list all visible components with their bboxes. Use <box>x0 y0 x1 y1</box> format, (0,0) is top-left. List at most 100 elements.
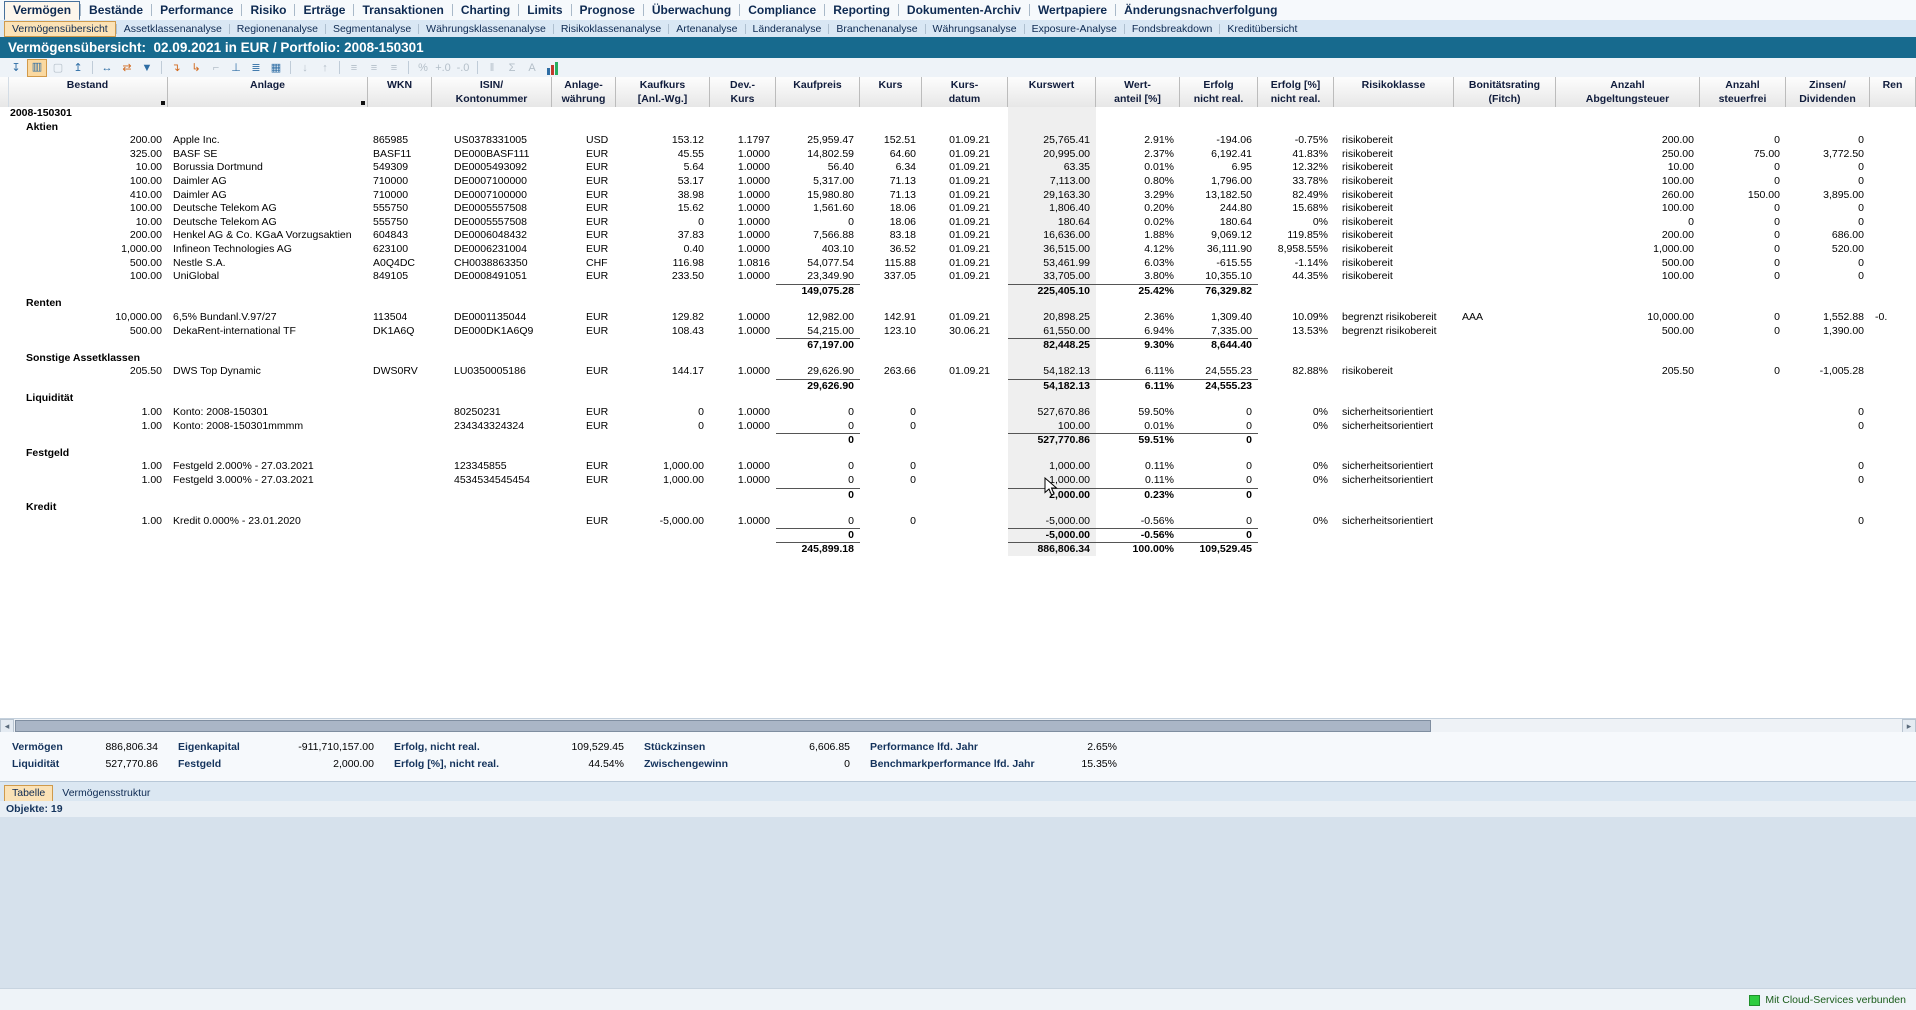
table-row[interactable]: 100.00 Deutsche Telekom AG 555750 DE0005557… <box>8 202 1916 216</box>
table-row[interactable]: 1,000.00 Infineon Technologies AG 623100 DE… <box>8 243 1916 257</box>
view-tab-tabelle[interactable]: Tabelle <box>4 785 54 801</box>
export-table-icon[interactable]: ↧ <box>11 61 21 74</box>
column-header-kurs[interactable]: Kurs <box>860 77 922 107</box>
section-header-row[interactable]: Renten <box>8 297 1916 311</box>
table-row[interactable]: 500.00 DekaRent-international TF DK1A6Q DE0… <box>8 325 1916 339</box>
column-header-ren[interactable]: Ren <box>1870 77 1916 107</box>
table-row[interactable]: 410.00 Daimler AG 710000 DE0007100000 EUR 38.… <box>8 189 1916 203</box>
scroll-right-icon[interactable]: ▸ <box>1902 719 1916 733</box>
analysis-tab-regionenanalyse[interactable]: Regionenanalyse <box>236 22 318 35</box>
align-left-icon[interactable]: ≡ <box>350 61 358 74</box>
menu-item-vermögen[interactable]: Vermögen <box>4 1 81 21</box>
menu-item-risiko[interactable]: Risiko <box>250 2 287 17</box>
analysis-tab-vermögensübersicht[interactable]: Vermögensübersicht <box>4 20 116 37</box>
horizontal-scrollbar[interactable]: ◂ ▸ <box>0 718 1916 734</box>
menu-item-bestände[interactable]: Bestände <box>89 2 144 17</box>
align-center-icon[interactable]: ≡ <box>370 61 378 74</box>
menu-item-überwachung[interactable]: Überwachung <box>651 2 732 17</box>
menu-item-transaktionen[interactable]: Transaktionen <box>362 2 444 17</box>
chart-icon[interactable] <box>543 60 561 76</box>
column-header-whrg[interactable]: Anlage-währung <box>552 77 616 107</box>
analysis-tab-länderanalyse[interactable]: Länderanalyse <box>752 22 822 35</box>
table-row[interactable]: 100.00 UniGlobal 849105 DE0008491051 EUR 233.… <box>8 270 1916 284</box>
font-icon[interactable]: A <box>528 61 536 74</box>
section-header-row[interactable]: Kredit <box>8 501 1916 515</box>
analysis-tab-währungsanalyse[interactable]: Währungsanalyse <box>932 22 1017 35</box>
table-row[interactable]: 205.50 DWS Top Dynamic DWS0RV LU0350005186 E… <box>8 365 1916 379</box>
hierarchy-icon[interactable]: ≣ <box>251 61 261 74</box>
scrollbar-track[interactable] <box>14 719 1902 733</box>
column-header-steuerfrei[interactable]: Anzahl steuerfrei <box>1700 77 1786 107</box>
filter-icon[interactable]: ▼ <box>141 61 153 74</box>
table-row[interactable]: 325.00 BASF SE BASF11 DE000BASF111 EUR 45.55 1… <box>8 148 1916 162</box>
table-row[interactable]: 100.00 Daimler AG 710000 DE0007100000 EUR 53.… <box>8 175 1916 189</box>
table-row[interactable]: 200.00 Apple Inc. 865985 US0378331005 USD 153… <box>8 134 1916 148</box>
menu-item-compliance[interactable]: Compliance <box>748 2 817 17</box>
table-row[interactable]: 10.00 Deutsche Telekom AG 555750 DE00055575… <box>8 216 1916 230</box>
column-header-zinsen[interactable]: Zinsen/Dividenden <box>1786 77 1870 107</box>
table-row[interactable]: 1.00 Konto: 2008-150301mmmm 234343324324 EU… <box>8 420 1916 434</box>
column-header-erfolg_pct[interactable]: Erfolg [%] nicht real. <box>1258 77 1334 107</box>
view-tab-vermögensstruktur[interactable]: Vermögensstruktur <box>62 787 151 799</box>
column-header-anteil[interactable]: Wert-anteil [%] <box>1096 77 1180 107</box>
menu-item-prognose[interactable]: Prognose <box>579 2 635 17</box>
analysis-tab-währungsklassenanalyse[interactable]: Währungsklassenanalyse <box>426 22 546 35</box>
column-header-rating[interactable]: Bonitätsrating (Fitch) <box>1454 77 1556 107</box>
column-header-dev[interactable]: Dev.- Kurs <box>710 77 776 107</box>
column-settings-icon[interactable]: ▥ <box>27 58 47 77</box>
menu-item-änderungsnachverfolgung[interactable]: Änderungsnachverfolgung <box>1124 2 1278 17</box>
section-header-row[interactable]: Sonstige Assetklassen <box>8 352 1916 366</box>
column-header-erfolg[interactable]: Erfolg nicht real. <box>1180 77 1258 107</box>
sort-ascending-icon[interactable]: ↓ <box>302 61 308 74</box>
swap-columns-icon[interactable]: ⇄ <box>122 61 132 74</box>
table-row[interactable]: 1.00 Festgeld 3.000% - 27.03.2021 45345345… <box>8 474 1916 488</box>
section-header-row[interactable]: Aktien <box>8 121 1916 135</box>
analysis-tab-kreditübersicht[interactable]: Kreditübersicht <box>1227 22 1298 35</box>
analysis-tab-branchenanalyse[interactable]: Branchenanalyse <box>836 22 918 35</box>
remove-decimal-icon[interactable]: -.0 <box>456 61 470 74</box>
section-header-row[interactable]: Liquidität <box>8 392 1916 406</box>
percent-format-icon[interactable]: % <box>418 61 428 74</box>
scrollbar-thumb[interactable] <box>15 720 1431 732</box>
group-rows-icon[interactable]: ↴ <box>171 61 181 74</box>
table-row[interactable]: 1.00 Kredit 0.000% - 23.01.2020 EUR -5,000.… <box>8 515 1916 529</box>
menu-item-performance[interactable]: Performance <box>160 2 234 17</box>
table-row[interactable]: 10,000.00 6,5% Bundanl.V.97/27 113504 DE000… <box>8 311 1916 325</box>
table-row[interactable]: 1.00 Festgeld 2.000% - 27.03.2021 12334585… <box>8 460 1916 474</box>
section-header-row[interactable]: Festgeld <box>8 447 1916 461</box>
fit-columns-icon[interactable]: ↔ <box>101 61 113 74</box>
scroll-to-top-icon[interactable]: ↥ <box>73 61 83 74</box>
selection-mode-icon[interactable]: ▢ <box>52 61 64 74</box>
add-decimal-icon[interactable]: +.0 <box>435 61 451 74</box>
table-row[interactable]: 1.00 Konto: 2008-150301 80250231 EUR 0 1.0000… <box>8 406 1916 420</box>
column-header-datum[interactable]: Kurs-datum <box>922 77 1008 107</box>
table-row[interactable]: 200.00 Henkel AG & Co. KGaA Vorzugsaktien… <box>8 229 1916 243</box>
menu-item-limits[interactable]: Limits <box>527 2 563 17</box>
align-right-icon[interactable]: ≡ <box>390 61 398 74</box>
menu-item-wertpapiere[interactable]: Wertpapiere <box>1037 2 1108 17</box>
column-header-bestand[interactable]: Bestand <box>8 77 168 107</box>
group-row[interactable]: 2008-150301 <box>8 107 1916 121</box>
analysis-tab-exposure-analyse[interactable]: Exposure-Analyse <box>1031 22 1117 35</box>
analysis-tab-assetklassenanalyse[interactable]: Assetklassenanalyse <box>123 22 222 35</box>
column-header-risiko[interactable]: Risikoklasse <box>1334 77 1454 107</box>
column-header-isin[interactable]: ISIN/Kontonummer <box>432 77 552 107</box>
column-header-kaufpreis[interactable]: Kaufpreis <box>776 77 860 107</box>
table-row[interactable]: 500.00 Nestle S.A. A0Q4DC CH0038863350 CHF 11… <box>8 257 1916 271</box>
analysis-tab-fondsbreakdown[interactable]: Fondsbreakdown <box>1131 22 1213 35</box>
scroll-left-icon[interactable]: ◂ <box>0 719 14 733</box>
freeze-pane-icon[interactable]: ‖ <box>489 61 495 74</box>
column-header-wkn[interactable]: WKN <box>368 77 432 107</box>
column-header-kurswert[interactable]: Kurswert <box>1008 77 1096 107</box>
table-columns-icon[interactable]: ▦ <box>270 61 282 74</box>
sort-descending-icon[interactable]: ↑ <box>322 61 328 74</box>
remove-group-icon[interactable]: ⌐ <box>212 61 220 74</box>
menu-item-reporting[interactable]: Reporting <box>833 2 890 17</box>
ungroup-rows-icon[interactable]: ↳ <box>191 61 201 74</box>
analysis-tab-artenanalyse[interactable]: Artenanalyse <box>676 22 738 35</box>
analysis-tab-risikoklassenanalyse[interactable]: Risikoklassenanalyse <box>560 22 662 35</box>
sum-row-icon[interactable]: ⊥ <box>231 61 241 74</box>
menu-item-charting[interactable]: Charting <box>460 2 511 17</box>
column-header-abgelt[interactable]: Anzahl Abgeltungsteuer <box>1556 77 1700 107</box>
sum-icon[interactable]: Σ <box>508 61 516 74</box>
